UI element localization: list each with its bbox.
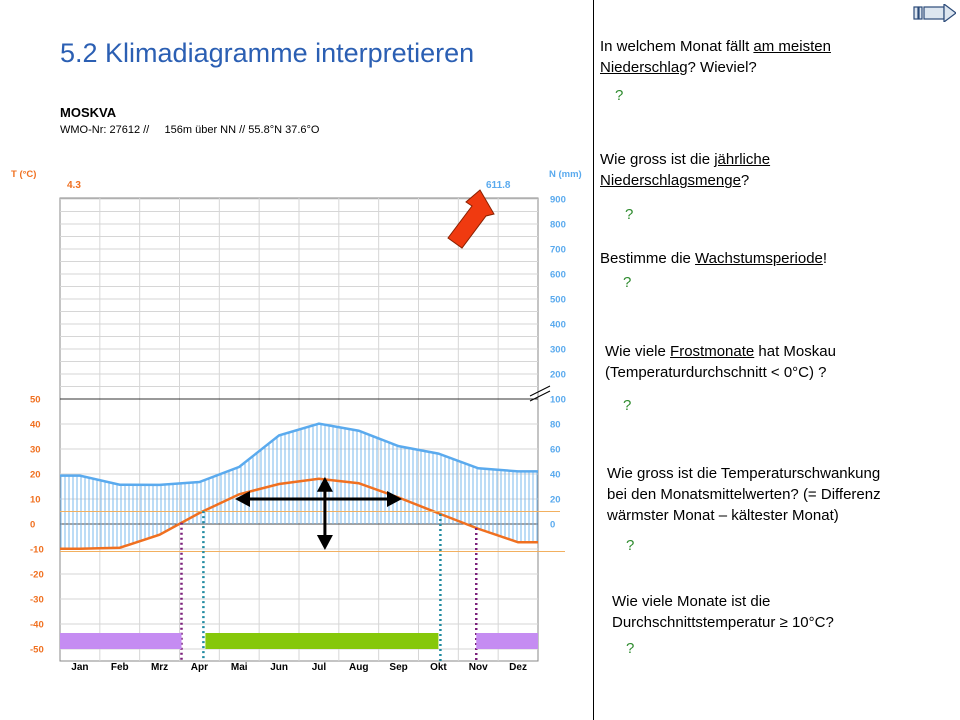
month-label: Feb: [111, 662, 129, 673]
temp-tick-label: -20: [30, 570, 44, 581]
temp-tick-label: -40: [30, 620, 44, 631]
chart-subtitle: WMO-Nr: 27612 // 156m über NN // 55.8°N …: [60, 124, 320, 136]
temp-tick-label: -10: [30, 545, 44, 556]
month-label: Jun: [270, 662, 288, 673]
temp-tick-label: 30: [30, 445, 41, 456]
axis-break-mark: [529, 385, 551, 397]
red-pointer-arrow: [447, 189, 495, 249]
answer-placeholder[interactable]: ?: [623, 397, 632, 414]
answer-placeholder[interactable]: ?: [625, 206, 634, 223]
chart-station: MOSKVA: [60, 105, 117, 120]
slide-title: 5.2 Klimadiagramme interpretieren: [60, 38, 475, 68]
question-text: Wie gross ist die Temperaturschwankung be…: [607, 465, 881, 524]
growing-period-bar: [205, 633, 439, 649]
arrow-head: [316, 535, 333, 550]
precipitation-line: [60, 422, 538, 487]
question-text: Wie viele Monate ist die Durchschnittstem…: [612, 593, 834, 631]
question-text: Wie viele Frostmonate hat Moskau (Tempera…: [605, 343, 836, 381]
temp-tick-label: -30: [30, 595, 44, 606]
question-text: Bestimme die Wachstumsperiode!: [600, 250, 828, 267]
answer-placeholder[interactable]: ?: [626, 640, 635, 657]
precip-tick-label: 700: [550, 245, 566, 256]
frost-period-bar: [476, 633, 538, 649]
temp-tick-label: 50: [30, 395, 41, 406]
answer-placeholder[interactable]: ?: [615, 87, 624, 104]
arrow-head: [387, 491, 402, 507]
frost-period-bar: [60, 633, 182, 649]
precip-tick-label: 500: [550, 295, 566, 306]
divider-line: [593, 0, 594, 720]
annual-precipitation: 611.8: [486, 180, 511, 191]
precip-tick-label: 800: [550, 220, 566, 231]
month-label: Apr: [191, 662, 208, 673]
month-label: Mrz: [151, 662, 168, 673]
temp-tick-label: 0: [30, 520, 35, 531]
arrow-head: [235, 491, 250, 507]
precip-tick-label: 600: [550, 270, 566, 281]
month-label: Jan: [71, 662, 88, 673]
precip-tick-label: 300: [550, 345, 566, 356]
temp-tick-label: -50: [30, 645, 44, 656]
question-text: Wie gross ist die jährliche Niederschlags…: [600, 151, 771, 189]
axis-break-mark: [529, 390, 551, 402]
precip-tick-label: 80: [550, 420, 561, 431]
precip-tick-label: 900: [550, 195, 566, 206]
answer-placeholder[interactable]: ?: [626, 537, 635, 554]
answer-placeholder[interactable]: ?: [623, 274, 632, 291]
temperature-line: [60, 477, 538, 550]
month-label: Dez: [509, 662, 527, 673]
month-label: Nov: [469, 662, 488, 673]
precip-tick-label: 20: [550, 495, 561, 506]
precip-tick-label: 100: [550, 395, 566, 406]
precip-tick-label: 0: [550, 520, 555, 531]
precip-axis-label: N (mm): [549, 169, 582, 180]
precip-tick-label: 200: [550, 370, 566, 381]
month-label: Aug: [349, 662, 368, 673]
precip-tick-label: 60: [550, 445, 561, 456]
next-slide-icon[interactable]: [912, 4, 956, 22]
precip-tick-label: 40: [550, 470, 561, 481]
temp-tick-label: 40: [30, 420, 41, 431]
climate-chart: MOSKVA WMO-Nr: 27612 // 156m über NN // …: [11, 105, 582, 673]
month-label: Okt: [430, 662, 447, 673]
month-label: Sep: [389, 662, 407, 673]
question-text: In welchem Monat fällt am meisten Nieders…: [600, 38, 831, 76]
month-label: Mai: [231, 662, 248, 673]
precip-tick-label: 400: [550, 320, 566, 331]
temp-tick-label: 20: [30, 470, 41, 481]
temp-tick-label: 10: [30, 495, 41, 506]
month-label: Jul: [312, 662, 327, 673]
annual-temperature: 4.3: [67, 180, 81, 191]
temp-axis-label: T (°C): [11, 169, 36, 180]
arrow-head: [316, 476, 333, 492]
